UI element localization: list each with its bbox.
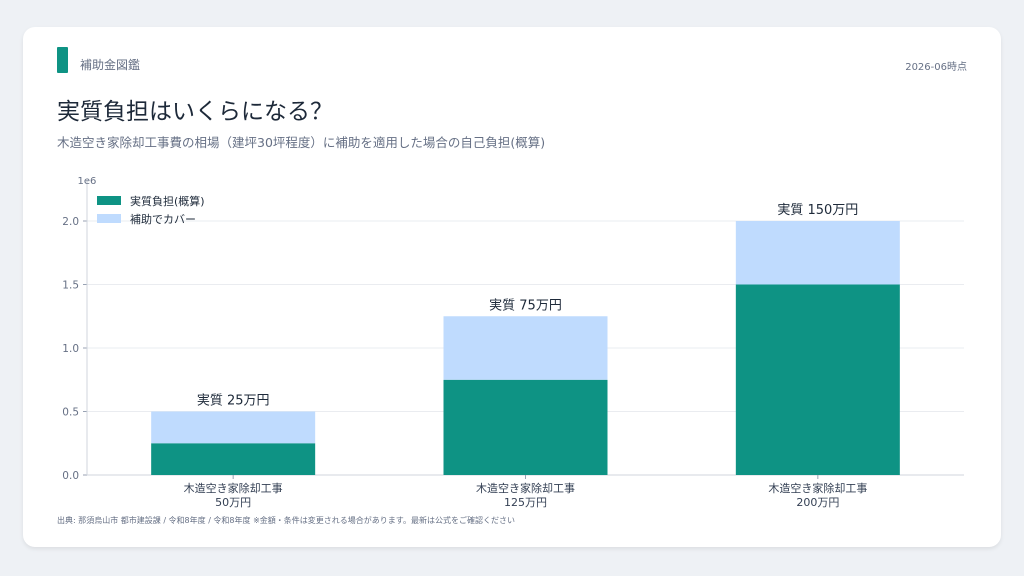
brand-accent-bar — [57, 47, 68, 73]
bar-self-burden — [735, 284, 900, 475]
legend-label: 実質負担(概算) — [130, 194, 205, 208]
legend-swatch — [97, 196, 121, 205]
bar-self-burden — [151, 443, 316, 475]
y-tick-label: 1.5 — [62, 280, 79, 292]
x-tick-label: 木造空き家除却工事 — [184, 481, 283, 495]
x-tick-label: 200万円 — [796, 496, 839, 509]
bar-self-burden — [443, 379, 608, 475]
source-footnote: 出典: 那須烏山市 都市建設課 / 令和8年度 / 令和8年度 ※金額・条件は変… — [57, 516, 515, 525]
bar-data-label: 実質 150万円 — [777, 202, 858, 218]
bar-data-label: 実質 75万円 — [489, 297, 562, 313]
bar-subsidy — [735, 221, 900, 285]
brand-name: 補助金図鑑 — [80, 58, 141, 72]
y-tick-label: 2.0 — [62, 216, 79, 228]
y-tick-label: 0.5 — [62, 407, 79, 419]
x-tick-label: 木造空き家除却工事 — [768, 481, 867, 495]
as-of-date: 2026-06時点 — [905, 62, 967, 73]
x-tick-label: 125万円 — [504, 496, 547, 509]
bar-subsidy — [443, 316, 608, 380]
bar-data-label: 実質 25万円 — [197, 393, 270, 409]
y-tick-label: 0.0 — [62, 470, 79, 482]
y-axis-multiplier: 1e6 — [78, 176, 97, 187]
page-title: 実質負担はいくらになる？ — [57, 99, 333, 125]
x-tick-label: 50万円 — [215, 496, 251, 509]
legend-swatch — [97, 214, 121, 223]
y-tick-label: 1.0 — [62, 343, 79, 355]
x-tick-label: 木造空き家除却工事 — [476, 481, 575, 495]
bar-subsidy — [151, 411, 316, 444]
page-subtitle: 木造空き家除却工事費の相場（建坪30坪程度）に補助を適用した場合の自己負担(概算… — [57, 135, 546, 150]
legend-label: 補助でカバー — [130, 212, 196, 226]
